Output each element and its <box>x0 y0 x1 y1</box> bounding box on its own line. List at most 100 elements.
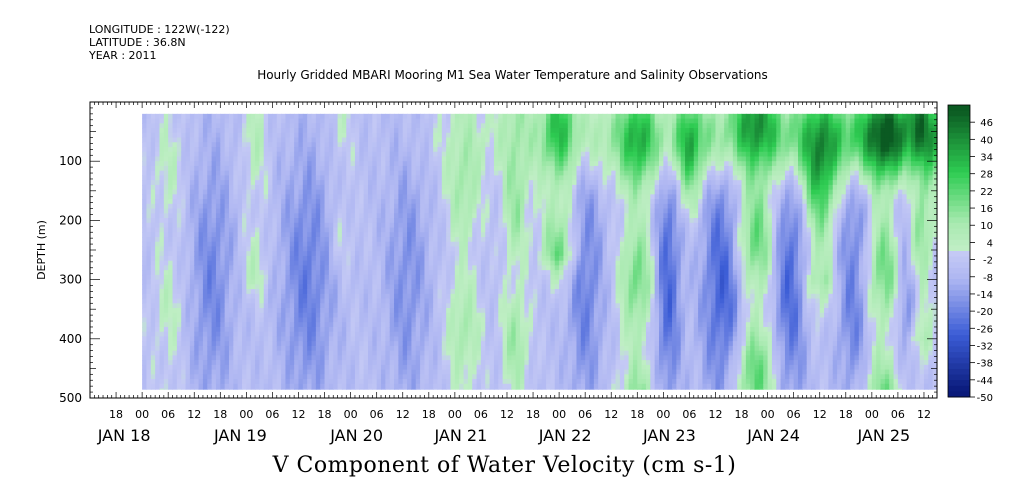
heatmap-cell <box>372 355 378 361</box>
heatmap-cell <box>150 142 156 148</box>
heatmap-cell <box>502 388 508 390</box>
heatmap-cell <box>189 308 195 314</box>
heatmap-cell <box>485 355 491 361</box>
heatmap-cell <box>315 203 321 210</box>
heatmap-cell <box>428 203 434 210</box>
heatmap-cell <box>159 374 165 380</box>
heatmap-cell <box>311 289 317 295</box>
heatmap-cell <box>341 241 347 248</box>
heatmap-cell <box>367 251 373 257</box>
heatmap-cell <box>350 270 356 276</box>
heatmap-cell <box>250 194 256 200</box>
heatmap-cell <box>407 208 413 214</box>
heatmap-cell <box>302 194 308 200</box>
heatmap-cell <box>385 374 391 380</box>
heatmap-cell <box>398 180 404 186</box>
heatmap-cell <box>389 218 395 224</box>
heatmap-cell <box>224 218 230 224</box>
heatmap-cell <box>498 345 504 352</box>
heatmap-cell <box>250 279 256 285</box>
heatmap-cell <box>172 208 178 214</box>
heatmap-cell <box>207 279 213 285</box>
heatmap-cell <box>150 341 156 347</box>
heatmap-cell <box>146 118 152 124</box>
heatmap-cell <box>294 189 300 195</box>
heatmap-cell <box>437 270 443 276</box>
heatmap-cell <box>259 194 265 200</box>
heatmap-cell <box>281 236 287 243</box>
heatmap-cell <box>207 123 213 129</box>
heatmap-cell <box>294 128 300 134</box>
heatmap-cell <box>268 383 274 390</box>
heatmap-cell <box>185 383 191 390</box>
heatmap-cell <box>381 161 386 167</box>
heatmap-cell <box>350 388 356 390</box>
heatmap-cell <box>402 293 408 300</box>
heatmap-cell <box>194 189 200 195</box>
heatmap-cell <box>446 194 452 200</box>
heatmap-cell <box>433 303 439 309</box>
heatmap-cell <box>142 270 148 276</box>
heatmap-cell <box>328 260 334 266</box>
heatmap-cell <box>220 298 226 304</box>
heatmap-cell <box>385 251 391 257</box>
heatmap-cell <box>415 345 421 352</box>
heatmap-cell <box>224 289 230 295</box>
heatmap-cell <box>155 388 161 390</box>
heatmap-cell <box>289 184 295 191</box>
heatmap-cell <box>411 236 417 243</box>
heatmap-cell <box>281 165 287 172</box>
heatmap-cell <box>289 308 295 314</box>
heatmap-cell <box>480 222 486 229</box>
heatmap-cell <box>250 260 256 266</box>
heatmap-cell <box>263 336 269 342</box>
heatmap-cell <box>467 383 473 390</box>
heatmap-cell <box>359 227 365 233</box>
heatmap-cell <box>502 132 508 139</box>
heatmap-cell <box>376 379 382 385</box>
heatmap-cell <box>398 241 404 248</box>
heatmap-cell <box>215 317 221 323</box>
heatmap-cell <box>446 165 452 172</box>
heatmap-cell <box>376 270 382 276</box>
heatmap-cell <box>276 184 282 191</box>
heatmap-cell <box>263 274 269 281</box>
heatmap-cell <box>202 289 208 295</box>
heatmap-cell <box>155 383 161 390</box>
heatmap-cell <box>185 255 191 262</box>
heatmap-cell <box>142 184 148 191</box>
heatmap-cell <box>337 165 343 172</box>
heatmap-cell <box>480 331 486 338</box>
heatmap-cell <box>142 128 148 134</box>
heatmap-cell <box>341 222 347 229</box>
heatmap-cell <box>259 184 265 191</box>
heatmap-cell <box>480 355 486 361</box>
heatmap-cell <box>272 218 278 224</box>
heatmap-cell <box>407 213 413 219</box>
heatmap-cell <box>454 241 460 248</box>
heatmap-cell <box>289 350 295 356</box>
heatmap-cell <box>181 374 187 380</box>
heatmap-cell <box>363 180 369 186</box>
chart-title: Hourly Gridded MBARI Mooring M1 Sea Wate… <box>257 68 768 82</box>
heatmap-cell <box>185 360 191 366</box>
heatmap-cell <box>228 194 234 200</box>
heatmap-cell <box>437 232 443 238</box>
heatmap-cell <box>472 236 478 243</box>
heatmap-cell <box>220 336 226 342</box>
heatmap-cell <box>424 161 430 167</box>
heatmap-cell <box>181 298 187 304</box>
heatmap-cell <box>272 151 278 158</box>
heatmap-cell <box>476 118 482 124</box>
heatmap-cell <box>228 379 234 385</box>
heatmap-cell <box>228 128 234 134</box>
heatmap-cell <box>276 355 282 361</box>
heatmap-cell <box>185 232 191 238</box>
heatmap-cell <box>359 203 365 210</box>
heatmap-cell <box>506 270 512 276</box>
heatmap-cell <box>467 189 473 195</box>
heatmap-cell <box>367 279 373 285</box>
heatmap-cell <box>493 317 499 323</box>
heatmap-cell <box>315 369 321 375</box>
heatmap-cell <box>398 341 404 347</box>
